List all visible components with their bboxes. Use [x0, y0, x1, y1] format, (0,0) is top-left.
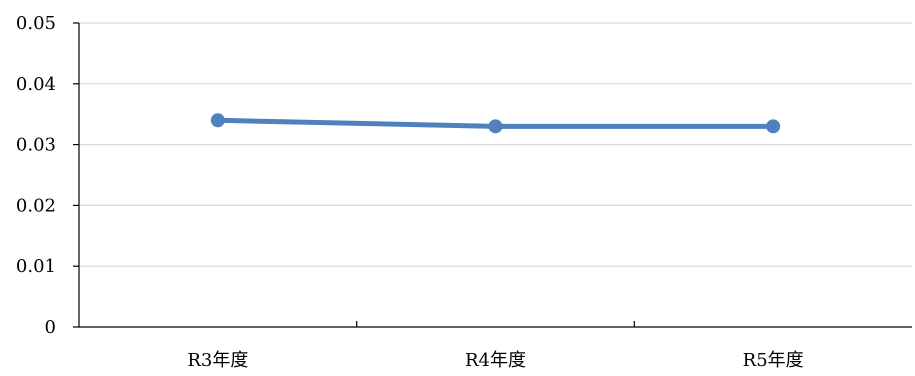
y-tick-label: 0.05: [16, 13, 56, 34]
y-tick-label: 0.01: [16, 256, 56, 277]
y-tick-label: 0: [45, 317, 56, 338]
x-tick-label: R5年度: [743, 350, 804, 371]
tick-labels: 0 0.01 0.02 0.03 0.04 0.05 R3年度 R4年度 R5年度: [16, 13, 804, 371]
series-layer: [210, 113, 781, 134]
axes: [73, 22, 912, 328]
y-tick-label: 0.04: [16, 74, 56, 95]
y-tick-label: 0.02: [16, 195, 56, 216]
data-point: [210, 113, 225, 128]
x-tick-label: R4年度: [465, 350, 526, 371]
x-tick-label: R3年度: [187, 350, 248, 371]
data-point: [766, 119, 781, 134]
y-tick-label: 0.03: [16, 135, 56, 156]
gridlines: [79, 22, 912, 267]
data-point: [488, 119, 503, 134]
